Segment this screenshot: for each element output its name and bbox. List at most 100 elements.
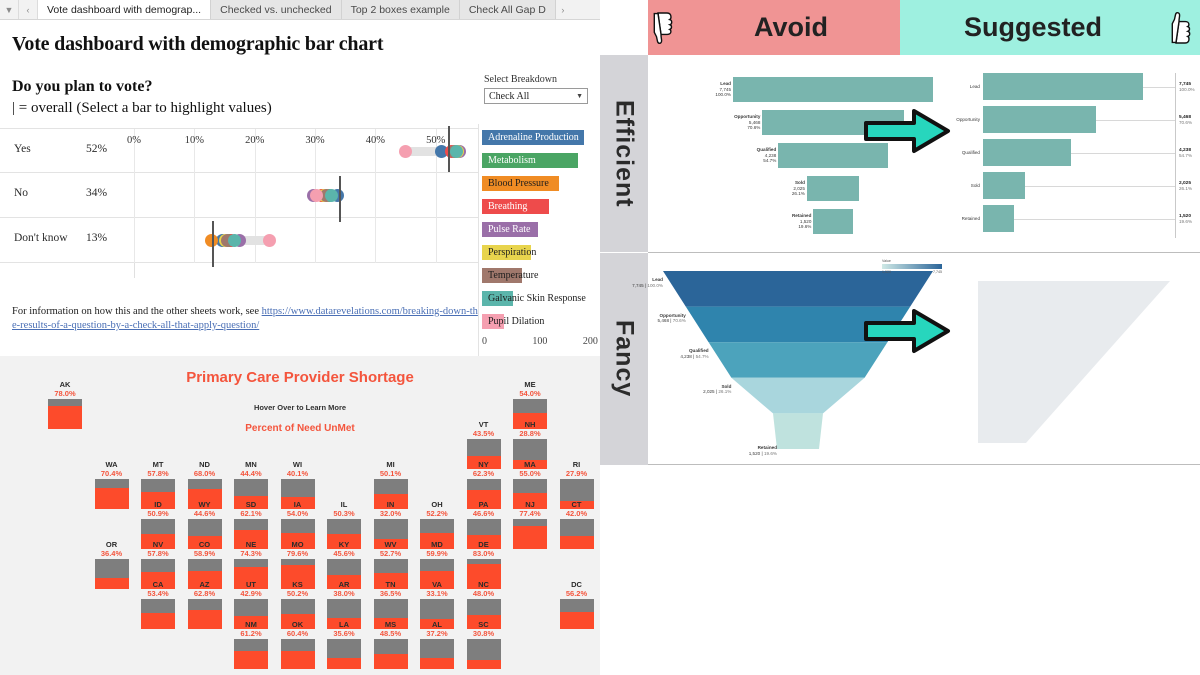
- state-tile[interactable]: OR 36.4%: [94, 540, 129, 589]
- funnel-shape[interactable]: [648, 253, 948, 464]
- state-tile[interactable]: WA 70.4%: [94, 460, 129, 509]
- legend-bar[interactable]: [482, 222, 539, 237]
- funnel-segment[interactable]: [685, 306, 911, 343]
- state-tile[interactable]: MD 59.9%: [420, 540, 454, 589]
- state-tile[interactable]: SC 30.8%: [466, 620, 501, 669]
- state-tile[interactable]: NM 61.2%: [234, 620, 268, 669]
- state-tile[interactable]: NY 62.3%: [466, 460, 501, 509]
- legend-row[interactable]: Galvanic Skin Response: [482, 291, 586, 306]
- legend-row[interactable]: Breathing: [482, 199, 527, 214]
- funnel-fancy-avoid[interactable]: Lead 7,745 | 100.0% Opportunity 5,468 | 70.…: [632, 253, 948, 464]
- funnel-efficient-avoid[interactable]: Lead 7,745 100.0% Opportunity 5,468 70.6% Qual…: [648, 55, 948, 252]
- dot-plot-row[interactable]: Yes 52%: [0, 126, 478, 174]
- state-tile[interactable]: NJ 77.4%: [513, 500, 547, 549]
- funnel-segment[interactable]: [663, 271, 933, 307]
- state-tile[interactable]: MO 79.6%: [280, 540, 315, 589]
- funnel-efficient-suggested[interactable]: Lead 7,745 100.0% Opportunity 5,468 70.6% Qual…: [948, 55, 1200, 252]
- breakdown-select[interactable]: Check All ▼: [484, 88, 588, 104]
- state-tile[interactable]: IL 50.3%: [327, 500, 361, 549]
- tab-next-icon[interactable]: ›: [561, 4, 565, 15]
- state-tile[interactable]: NH 28.8%: [513, 420, 547, 469]
- legend-bar[interactable]: [482, 130, 585, 145]
- state-tile[interactable]: WI 40.1%: [280, 460, 315, 509]
- data-dot[interactable]: [309, 189, 323, 202]
- legend-bar[interactable]: [482, 176, 559, 191]
- dot-plot-row[interactable]: Don't know 13%: [0, 218, 478, 267]
- funnel-bar[interactable]: [806, 176, 860, 201]
- tab-check-all-gap[interactable]: Check All Gap D: [459, 0, 556, 19]
- legend-row[interactable]: Perspiration: [482, 245, 536, 260]
- funnel-bar[interactable]: [733, 77, 933, 102]
- state-tile[interactable]: ME 54.0%: [513, 380, 547, 429]
- tab-vote-dashboard[interactable]: Vote dashboard with demograp...: [38, 0, 212, 19]
- state-tile[interactable]: CT 42.0%: [559, 500, 594, 549]
- state-tile[interactable]: NV 57.8%: [141, 540, 175, 589]
- state-tile[interactable]: IN 32.0%: [373, 500, 408, 549]
- data-dot[interactable]: [227, 234, 241, 247]
- state-tile[interactable]: CO 58.9%: [187, 540, 222, 589]
- legend-bar[interactable]: [482, 153, 578, 168]
- state-tile[interactable]: OH 52.2%: [420, 500, 454, 549]
- tab-menu-icon[interactable]: ▼: [0, 0, 19, 19]
- state-tile[interactable]: NE 74.3%: [234, 540, 268, 589]
- data-dot[interactable]: [205, 234, 219, 247]
- state-tile[interactable]: KY 45.6%: [327, 540, 361, 589]
- state-tile[interactable]: CA 53.4%: [141, 580, 175, 629]
- state-tile[interactable]: AR 38.0%: [327, 580, 361, 629]
- data-dot[interactable]: [262, 234, 276, 247]
- state-tile[interactable]: OK 60.4%: [280, 620, 315, 669]
- state-tile[interactable]: MI 50.1%: [373, 460, 408, 509]
- funnel-bar[interactable]: [778, 143, 888, 168]
- state-tile[interactable]: NC 48.0%: [466, 580, 501, 629]
- funnel-segment[interactable]: [731, 377, 865, 414]
- breakdown-bar-chart-legend[interactable]: Adrenaline Production Metabolism Blood Pre…: [478, 124, 600, 356]
- line-chart[interactable]: [600, 465, 1200, 675]
- state-tile[interactable]: ND 68.0%: [187, 460, 222, 509]
- data-dot[interactable]: [449, 145, 463, 158]
- state-tile[interactable]: ID 50.9%: [141, 500, 175, 549]
- funnel-segment[interactable]: [773, 413, 823, 449]
- state-tile[interactable]: KS 50.2%: [280, 580, 315, 629]
- legend-row[interactable]: Blood Pressure: [482, 176, 549, 191]
- dot-plot[interactable]: Yes 52% No 34% Don't know 13%: [0, 126, 478, 278]
- state-tile[interactable]: AK 78.0%: [48, 380, 82, 429]
- state-tile[interactable]: DC 56.2%: [559, 580, 594, 629]
- tab-top-2-boxes[interactable]: Top 2 boxes example: [341, 0, 460, 19]
- state-tile[interactable]: AZ 62.8%: [187, 580, 222, 629]
- legend-bar[interactable]: [482, 314, 504, 329]
- legend-bar[interactable]: [482, 245, 531, 260]
- funnel-bar[interactable]: [813, 209, 853, 234]
- dot-plot-area[interactable]: [134, 126, 478, 174]
- state-tile[interactable]: VT 43.5%: [466, 420, 501, 469]
- funnel-bar[interactable]: [983, 106, 1096, 133]
- state-tile[interactable]: DE 83.0%: [466, 540, 501, 589]
- state-tile[interactable]: VA 33.1%: [420, 580, 454, 629]
- state-tile[interactable]: AL 37.2%: [420, 620, 454, 669]
- state-tile[interactable]: MN 44.4%: [234, 460, 268, 509]
- state-tile[interactable]: LA 35.6%: [327, 620, 361, 669]
- legend-row[interactable]: Pulse Rate: [482, 222, 531, 237]
- funnel-bar[interactable]: [983, 139, 1071, 166]
- state-tile[interactable]: SD 62.1%: [234, 500, 268, 549]
- state-tile[interactable]: PA 46.6%: [466, 500, 501, 549]
- dot-plot-row[interactable]: No 34%: [0, 173, 478, 222]
- data-dot[interactable]: [399, 145, 413, 158]
- legend-bar[interactable]: [482, 199, 550, 214]
- state-tile[interactable]: MT 57.8%: [141, 460, 175, 509]
- legend-row[interactable]: Metabolism: [482, 153, 536, 168]
- funnel-bar[interactable]: [983, 205, 1015, 232]
- funnel-bar[interactable]: [983, 73, 1143, 100]
- legend-bar[interactable]: [482, 268, 523, 283]
- state-tile[interactable]: IA 54.0%: [280, 500, 315, 549]
- legend-bar[interactable]: [482, 291, 513, 306]
- state-tile[interactable]: MA 55.0%: [513, 460, 547, 509]
- funnel-bar[interactable]: [983, 172, 1025, 199]
- tab-checked-vs-unchecked[interactable]: Checked vs. unchecked: [211, 0, 342, 19]
- funnel-fancy-suggested[interactable]: [948, 253, 1200, 464]
- state-tile[interactable]: RI 27.9%: [559, 460, 594, 509]
- state-tile[interactable]: WY 44.6%: [187, 500, 222, 549]
- state-tile[interactable]: UT 42.9%: [234, 580, 268, 629]
- state-tile[interactable]: WV 52.7%: [373, 540, 408, 589]
- data-dot[interactable]: [325, 189, 339, 202]
- state-tile[interactable]: TN 36.5%: [373, 580, 408, 629]
